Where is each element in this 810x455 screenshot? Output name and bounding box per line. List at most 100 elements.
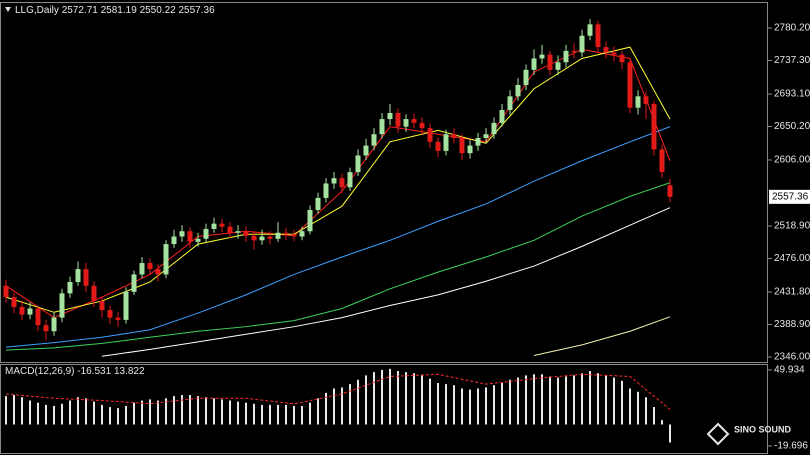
- candle-body: [123, 291, 129, 320]
- menu-icon: [5, 7, 11, 12]
- candle-body: [579, 35, 585, 53]
- candle-body: [75, 269, 81, 282]
- y-tick-label: 2476.00: [774, 253, 810, 264]
- candle-body: [203, 228, 209, 239]
- candle-body: [27, 308, 33, 315]
- y-tick-label: 2693.10: [774, 89, 810, 100]
- candle-body: [483, 134, 489, 139]
- candle-body: [611, 52, 617, 55]
- y-tick-label: 2780.20: [774, 23, 810, 34]
- logo-icon: [706, 422, 730, 446]
- candle-body: [251, 235, 257, 241]
- candle-body: [147, 263, 153, 270]
- low-value: 2550.22: [140, 5, 177, 16]
- y-tick-label: 2346.00: [774, 352, 810, 363]
- candle-body: [451, 134, 457, 139]
- candle-body: [299, 231, 305, 237]
- candle-body: [35, 308, 41, 326]
- candle-body: [3, 285, 9, 298]
- macd-frame: [0, 364, 768, 454]
- y-tick-label: 2650.20: [774, 121, 810, 132]
- candle-body: [43, 325, 49, 332]
- moving-average: [5, 126, 671, 348]
- candle-body: [107, 310, 113, 318]
- candle-body: [307, 209, 313, 232]
- candle-body: [219, 223, 225, 227]
- candle-body: [491, 122, 497, 135]
- candle-body: [139, 263, 145, 275]
- y-tick-label: 2388.90: [774, 319, 810, 330]
- candle-body: [659, 149, 665, 173]
- price-label: 2557.36: [772, 191, 809, 202]
- candle-body: [59, 293, 65, 318]
- candle-body: [531, 58, 537, 70]
- candle-body: [67, 281, 73, 294]
- candle-body: [83, 269, 89, 286]
- candle-body: [395, 113, 401, 127]
- candle-body: [195, 238, 201, 242]
- watermark-text: SINO SOUND: [734, 424, 792, 434]
- candle-body: [323, 183, 329, 198]
- candle-body: [403, 119, 409, 127]
- candle-body: [163, 244, 169, 275]
- macd-header: MACD(12,26,9) -16.531 13.822: [5, 366, 145, 377]
- candle-body: [435, 141, 441, 151]
- candle-body: [379, 119, 385, 135]
- watermark: SINO SOUND: [706, 422, 792, 446]
- candle-body: [651, 103, 657, 150]
- candle-body: [595, 24, 601, 48]
- macd-value: -16.531: [77, 366, 111, 377]
- candle-body: [443, 134, 449, 151]
- candle-body: [51, 317, 57, 332]
- signal-line: [5, 373, 671, 410]
- candle-body: [627, 62, 633, 108]
- candle-body: [459, 138, 465, 154]
- candle-body: [363, 145, 369, 156]
- candle-body: [187, 231, 193, 242]
- candle-body: [667, 185, 673, 197]
- y-tick-label: 2518.90: [774, 221, 810, 232]
- candle-body: [643, 96, 649, 104]
- candle-body: [243, 231, 249, 236]
- candle-body: [131, 274, 137, 292]
- candle-body: [155, 269, 161, 275]
- candle-body: [587, 24, 593, 36]
- candle-body: [419, 122, 425, 129]
- candle-body: [555, 62, 561, 70]
- candle-body: [547, 54, 553, 70]
- candle-body: [99, 300, 105, 311]
- moving-average: [5, 46, 671, 313]
- macd-title: MACD(12,26,9): [5, 366, 74, 377]
- candle-body: [19, 306, 25, 315]
- candle-body: [603, 47, 609, 53]
- chart-header: LLG,Daily 2572.71 2581.19 2550.22 2557.3…: [15, 5, 215, 16]
- candle-body: [283, 232, 289, 235]
- candle-body: [179, 231, 185, 237]
- high-value: 2581.19: [101, 5, 138, 16]
- symbol: LLG,Daily: [15, 5, 59, 16]
- candle-body: [267, 236, 273, 239]
- candle-body: [499, 109, 505, 123]
- candle-body: [387, 113, 393, 120]
- y-tick-label: 2737.30: [774, 55, 810, 66]
- candle-body: [467, 145, 473, 154]
- candle-body: [315, 197, 321, 210]
- y-tick-label: -19.696: [774, 441, 808, 452]
- candle-body: [227, 226, 233, 233]
- candle-body: [523, 69, 529, 85]
- candle-body: [507, 96, 513, 110]
- moving-average: [101, 207, 671, 357]
- y-tick-label: 2606.00: [774, 155, 810, 166]
- close-value: 2557.36: [179, 5, 216, 16]
- candle-body: [371, 134, 377, 146]
- signal-value: 13.822: [114, 366, 145, 377]
- candle-body: [275, 232, 281, 239]
- y-tick-label: 2431.80: [774, 287, 810, 298]
- candle-body: [211, 223, 217, 229]
- candle-body: [619, 54, 625, 63]
- price-label-bg: [769, 189, 810, 204]
- candle-body: [291, 234, 297, 237]
- moving-average: [5, 182, 671, 351]
